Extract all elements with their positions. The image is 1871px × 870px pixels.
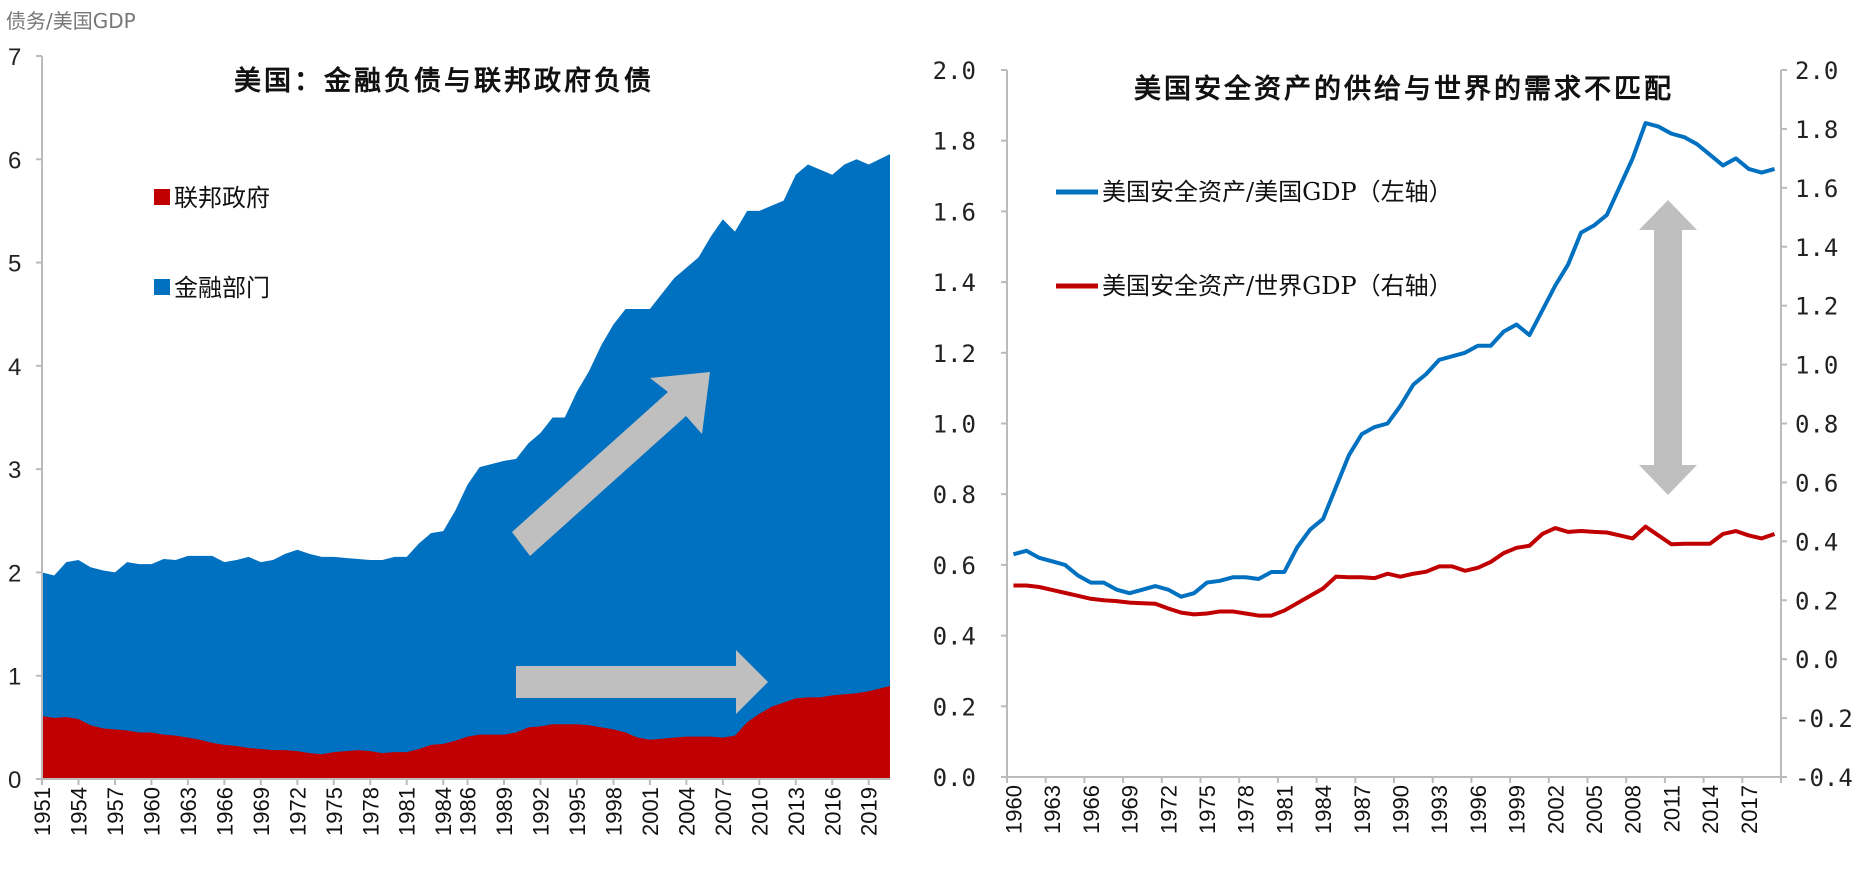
x-tick-label: 1992 — [528, 787, 553, 836]
x-tick-label: 1993 — [1427, 785, 1452, 834]
x-tick-label: 1954 — [66, 787, 91, 836]
arrow-right-icon — [516, 650, 768, 714]
legend-label-us-gdp: 美国安全资产/美国GDP（左轴） — [1102, 178, 1453, 206]
x-tick-label: 1984 — [1311, 785, 1336, 834]
x-tick-label: 1966 — [1079, 785, 1104, 834]
x-tick-label: 1981 — [1272, 785, 1297, 834]
x-tick-label: 1969 — [249, 787, 274, 836]
x-tick-label: 1981 — [395, 787, 420, 836]
x-tick-label: 2001 — [638, 787, 663, 836]
y-tick-label: 1 — [8, 664, 21, 691]
x-tick-label: 1972 — [1156, 785, 1181, 834]
line-us-safe-assets-to-world-gdp — [1013, 524, 1776, 618]
right-y-tick-label: 2.0 — [1795, 57, 1838, 85]
x-tick-label: 1999 — [1505, 785, 1530, 834]
x-tick-label: 1963 — [176, 787, 201, 836]
y-tick-label: 5 — [8, 251, 21, 278]
left-chart: 美国：金融负债与联邦政府负债 0 1 2 3 4 5 6 7 1951 1954 1957 1960 1… — [8, 44, 890, 836]
right-y-tick-label: 0.6 — [1795, 469, 1838, 497]
line-us-safe-assets-to-us-gdp — [1012, 121, 1776, 599]
x-tick-label: 1960 — [139, 787, 164, 836]
left-y-tick-label: 1.0 — [933, 411, 976, 439]
area-federal-government — [42, 686, 890, 779]
x-tick-label: 1957 — [103, 787, 128, 836]
legend-label-world-gdp: 美国安全资产/世界GDP（右轴） — [1102, 272, 1453, 300]
x-tick-label: 2004 — [674, 787, 699, 836]
right-y-tick-label: -0.2 — [1795, 705, 1853, 733]
x-tick-label: 1975 — [1195, 785, 1220, 834]
right-y-tick-label: 1.8 — [1795, 116, 1838, 144]
y-tick-label: 6 — [8, 147, 21, 174]
x-tick-label: 1966 — [212, 787, 237, 836]
right-y-tick-label: -0.4 — [1795, 764, 1853, 792]
arrow-up-right-icon — [512, 372, 710, 556]
legend-swatch-federal — [154, 189, 170, 205]
x-tick-label: 1995 — [565, 787, 590, 836]
x-tick-label: 1996 — [1466, 785, 1491, 834]
x-tick-label: 1972 — [285, 787, 310, 836]
x-tick-label: 1998 — [601, 787, 626, 836]
left-y-tick-label: 0.8 — [933, 481, 976, 509]
y-tick-label: 2 — [8, 560, 21, 587]
double-arrow-vertical-icon — [1639, 200, 1697, 495]
left-y-tick-label: 1.2 — [933, 340, 976, 368]
left-y-tick-label: 0.0 — [933, 764, 976, 792]
right-y-tick-label: 1.4 — [1795, 234, 1838, 262]
legend-label-federal: 联邦政府 — [174, 184, 270, 212]
left-y-tick-label: 0.4 — [933, 623, 976, 651]
x-tick-label: 2010 — [747, 787, 772, 836]
right-chart: 美国安全资产的供给与世界的需求不匹配 0.0 0.2 0.4 0.6 0.8 1.0 1.2… — [933, 57, 1853, 834]
x-tick-label: 1978 — [1234, 785, 1259, 834]
left-y-tick-label: 0.2 — [933, 693, 976, 721]
y-tick-label: 3 — [8, 457, 21, 484]
x-tick-label: 1989 — [492, 787, 517, 836]
unit-label: 债务/美国GDP — [6, 9, 136, 33]
x-tick-label: 2016 — [820, 787, 845, 836]
x-tick-label: 2014 — [1698, 785, 1723, 834]
left-chart-title: 美国：金融负债与联邦政府负债 — [234, 65, 654, 97]
y-tick-label: 0 — [8, 767, 21, 794]
x-tick-label: 2011 — [1659, 785, 1684, 832]
x-tick-label: 1984 — [431, 787, 456, 836]
right-y-tick-label: 0.2 — [1795, 587, 1838, 615]
x-tick-label: 1951 — [30, 787, 55, 836]
left-y-tick-label: 1.8 — [933, 128, 976, 156]
x-tick-label: 2017 — [1737, 785, 1762, 834]
x-tick-label: 1990 — [1388, 785, 1413, 834]
left-y-tick-label: 0.6 — [933, 552, 976, 580]
right-y-tick-label: 0.8 — [1795, 411, 1838, 439]
right-y-tick-label: 0.0 — [1795, 646, 1838, 674]
x-tick-label: 2019 — [857, 787, 882, 836]
right-chart-title: 美国安全资产的供给与世界的需求不匹配 — [1134, 73, 1674, 105]
left-y-tick-label: 1.4 — [933, 269, 976, 297]
legend-swatch-financial — [154, 279, 170, 295]
x-tick-label: 2005 — [1582, 785, 1607, 834]
right-y-tick-label: 1.6 — [1795, 175, 1838, 203]
legend-label-financial: 金融部门 — [174, 274, 270, 302]
right-y-tick-label: 0.4 — [1795, 528, 1838, 556]
y-tick-label: 4 — [8, 354, 21, 381]
right-y-tick-label: 1.2 — [1795, 293, 1838, 321]
x-tick-label: 1987 — [1350, 785, 1375, 834]
x-tick-label: 1969 — [1118, 785, 1143, 834]
area-financial-sector — [42, 154, 890, 779]
y-tick-label: 7 — [8, 44, 21, 71]
x-tick-label: 1978 — [358, 787, 383, 836]
x-tick-label: 2002 — [1543, 785, 1568, 834]
x-tick-label: 2013 — [784, 787, 809, 836]
right-y-tick-label: 1.0 — [1795, 352, 1838, 380]
x-tick-label: 1963 — [1040, 785, 1065, 834]
x-tick-label: 2007 — [711, 787, 736, 836]
x-tick-label: 1986 — [456, 787, 481, 836]
left-y-tick-label: 2.0 — [933, 57, 976, 85]
x-tick-label: 2008 — [1621, 785, 1646, 834]
x-tick-label: 1960 — [1001, 785, 1026, 834]
x-tick-label: 1975 — [322, 787, 347, 836]
left-y-tick-label: 1.6 — [933, 198, 976, 226]
